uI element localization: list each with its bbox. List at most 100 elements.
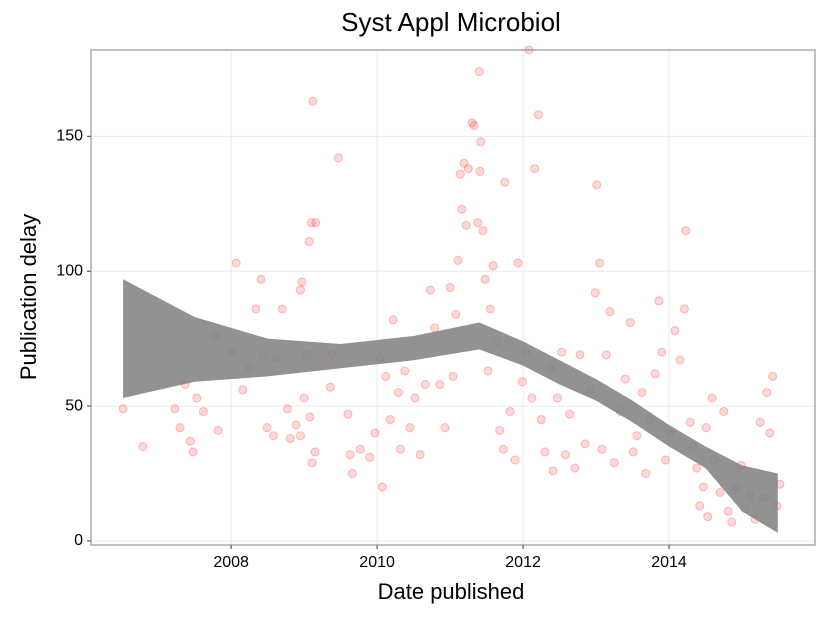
point bbox=[698, 482, 708, 492]
point bbox=[670, 326, 680, 336]
point bbox=[723, 506, 733, 516]
point bbox=[308, 96, 318, 106]
y-tick-label: 50 bbox=[65, 397, 83, 414]
point bbox=[632, 431, 642, 441]
point bbox=[483, 366, 493, 376]
point bbox=[430, 323, 440, 333]
point bbox=[609, 458, 619, 468]
point bbox=[345, 450, 355, 460]
point bbox=[305, 412, 315, 422]
point bbox=[628, 447, 638, 457]
point bbox=[570, 463, 580, 473]
point bbox=[277, 304, 287, 314]
point bbox=[285, 433, 295, 443]
point bbox=[605, 307, 615, 317]
point bbox=[476, 137, 486, 147]
point bbox=[601, 350, 611, 360]
point bbox=[755, 417, 765, 427]
point bbox=[650, 369, 660, 379]
y-tick-label: 0 bbox=[74, 532, 83, 549]
point bbox=[138, 442, 148, 452]
point bbox=[457, 204, 467, 214]
point bbox=[657, 347, 667, 357]
point bbox=[715, 487, 725, 497]
point bbox=[304, 237, 314, 247]
x-axis-label: Date published bbox=[378, 579, 525, 604]
point bbox=[459, 158, 469, 168]
plot-border bbox=[90, 49, 816, 546]
point bbox=[295, 285, 305, 295]
point bbox=[365, 452, 375, 462]
point bbox=[727, 517, 737, 527]
point bbox=[467, 118, 477, 128]
point bbox=[654, 296, 664, 306]
point bbox=[192, 393, 202, 403]
point bbox=[393, 388, 403, 398]
point bbox=[238, 385, 248, 395]
point bbox=[488, 261, 498, 271]
point bbox=[580, 439, 590, 449]
point bbox=[461, 220, 471, 230]
point bbox=[625, 317, 635, 327]
point bbox=[213, 425, 223, 435]
point bbox=[692, 463, 702, 473]
plot-background bbox=[91, 50, 815, 545]
point bbox=[679, 304, 689, 314]
point bbox=[385, 415, 395, 425]
point bbox=[530, 164, 540, 174]
point bbox=[400, 366, 410, 376]
point bbox=[505, 406, 515, 416]
point bbox=[620, 374, 630, 384]
point bbox=[641, 469, 651, 479]
point bbox=[282, 404, 292, 414]
point bbox=[325, 382, 335, 392]
x-tick-label: 2012 bbox=[505, 554, 541, 571]
point bbox=[527, 393, 537, 403]
point bbox=[536, 415, 546, 425]
point bbox=[590, 288, 600, 298]
point bbox=[707, 393, 717, 403]
point bbox=[175, 423, 185, 433]
point bbox=[473, 218, 483, 228]
point bbox=[185, 436, 195, 446]
point bbox=[597, 444, 607, 454]
point bbox=[299, 393, 309, 403]
point bbox=[637, 388, 647, 398]
point bbox=[533, 110, 543, 120]
point bbox=[448, 371, 458, 381]
point bbox=[500, 177, 510, 187]
point bbox=[170, 404, 180, 414]
point bbox=[198, 406, 208, 416]
point bbox=[420, 379, 430, 389]
point bbox=[595, 258, 605, 268]
point bbox=[681, 226, 691, 236]
point bbox=[540, 447, 550, 457]
y-tick-label: 100 bbox=[56, 262, 83, 279]
point bbox=[333, 153, 343, 163]
point bbox=[685, 417, 695, 427]
point bbox=[307, 458, 317, 468]
point bbox=[451, 309, 461, 319]
x-tick-label: 2014 bbox=[651, 554, 687, 571]
point bbox=[268, 431, 278, 441]
chart-title: Syst Appl Microbiol bbox=[341, 7, 561, 37]
point bbox=[440, 423, 450, 433]
point bbox=[660, 455, 670, 465]
point bbox=[188, 447, 198, 457]
point bbox=[765, 428, 775, 438]
point bbox=[768, 371, 778, 381]
point bbox=[311, 218, 321, 228]
point bbox=[463, 164, 473, 174]
point bbox=[560, 450, 570, 460]
point bbox=[575, 350, 585, 360]
point bbox=[495, 425, 505, 435]
point bbox=[256, 274, 266, 284]
y-tick-label: 150 bbox=[56, 128, 83, 145]
point bbox=[251, 304, 261, 314]
point bbox=[395, 444, 405, 454]
point bbox=[455, 169, 465, 179]
point bbox=[381, 371, 391, 381]
point bbox=[548, 466, 558, 476]
point bbox=[475, 166, 485, 176]
point bbox=[405, 423, 415, 433]
